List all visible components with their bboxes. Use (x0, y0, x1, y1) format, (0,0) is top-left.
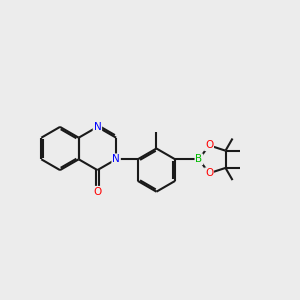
Text: N: N (112, 154, 120, 164)
Text: O: O (93, 187, 101, 197)
Text: N: N (94, 122, 101, 132)
Text: O: O (205, 140, 213, 150)
Text: O: O (205, 168, 213, 178)
Text: B: B (195, 154, 203, 164)
